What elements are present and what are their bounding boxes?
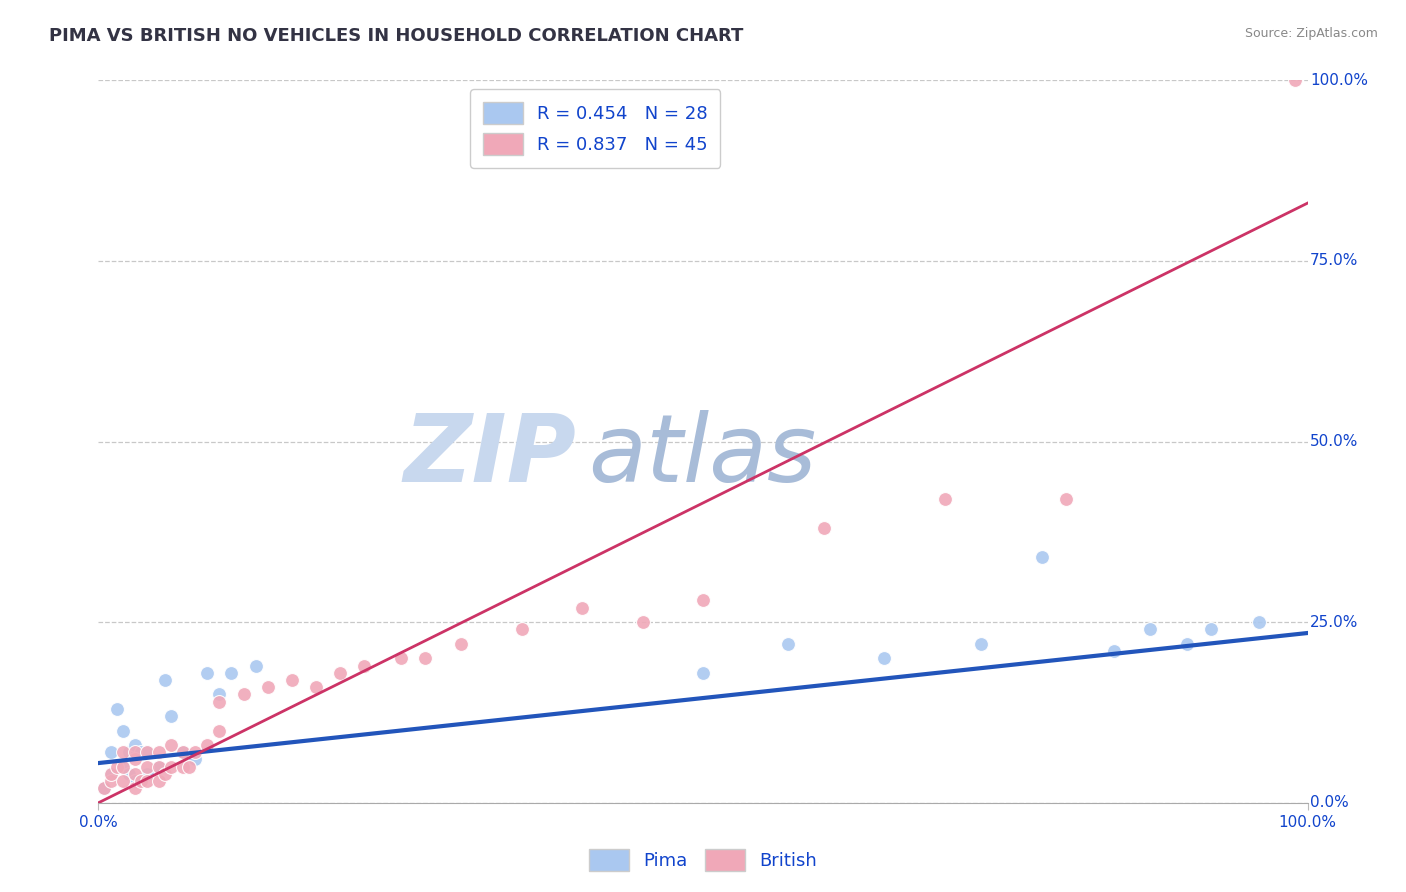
Point <box>1102 644 1125 658</box>
Point <box>111 723 134 738</box>
Point <box>172 745 194 759</box>
Point <box>148 760 170 774</box>
Point <box>153 673 176 687</box>
Point <box>124 738 146 752</box>
Point <box>1031 550 1053 565</box>
Text: 25.0%: 25.0% <box>1310 615 1358 630</box>
Point <box>208 687 231 701</box>
Point <box>111 760 134 774</box>
Point <box>208 695 231 709</box>
Point <box>105 760 128 774</box>
Point <box>1284 73 1306 87</box>
Legend: Pima, British: Pima, British <box>582 842 824 879</box>
Point <box>111 774 134 789</box>
Legend: R = 0.454   N = 28, R = 0.837   N = 45: R = 0.454 N = 28, R = 0.837 N = 45 <box>470 89 720 168</box>
Point <box>160 760 183 774</box>
Point <box>934 492 956 507</box>
Point <box>135 767 157 781</box>
Point <box>135 745 157 759</box>
Point <box>148 760 170 774</box>
Point <box>184 745 207 759</box>
Point <box>100 767 122 781</box>
Point <box>305 680 328 694</box>
Point <box>118 767 141 781</box>
Text: PIMA VS BRITISH NO VEHICLES IN HOUSEHOLD CORRELATION CHART: PIMA VS BRITISH NO VEHICLES IN HOUSEHOLD… <box>49 27 744 45</box>
Text: ZIP: ZIP <box>404 410 576 502</box>
Point <box>221 665 243 680</box>
Point <box>281 673 304 687</box>
Text: 100.0%: 100.0% <box>1310 73 1368 87</box>
Point <box>124 781 146 796</box>
Text: 75.0%: 75.0% <box>1310 253 1358 268</box>
Point <box>160 709 183 723</box>
Point <box>329 665 352 680</box>
Point <box>100 745 122 759</box>
Text: Source: ZipAtlas.com: Source: ZipAtlas.com <box>1244 27 1378 40</box>
Point <box>1249 615 1271 630</box>
Point <box>111 760 134 774</box>
Point <box>1175 637 1198 651</box>
Point <box>135 745 157 759</box>
Point <box>813 521 835 535</box>
Point <box>124 774 146 789</box>
Point <box>179 760 201 774</box>
Point <box>124 745 146 759</box>
Point <box>208 723 231 738</box>
Point <box>256 680 278 694</box>
Point <box>353 658 375 673</box>
Point <box>93 781 115 796</box>
Point <box>1199 623 1222 637</box>
Point <box>1139 623 1161 637</box>
Point <box>195 665 218 680</box>
Point <box>873 651 896 665</box>
Point <box>124 752 146 766</box>
Text: atlas: atlas <box>588 410 817 501</box>
Point <box>105 702 128 716</box>
Point <box>245 658 267 673</box>
Point <box>232 687 254 701</box>
Point <box>100 774 122 789</box>
Point <box>129 745 152 759</box>
Point <box>776 637 799 651</box>
Point <box>135 774 157 789</box>
Point <box>93 781 115 796</box>
Point <box>184 752 207 766</box>
Point <box>195 738 218 752</box>
Point <box>450 637 472 651</box>
Point <box>135 760 157 774</box>
Point <box>118 745 141 759</box>
Point <box>148 774 170 789</box>
Point <box>172 760 194 774</box>
Point <box>413 651 436 665</box>
Point <box>160 738 183 752</box>
Point <box>510 623 533 637</box>
Point <box>1054 492 1077 507</box>
Point <box>148 745 170 759</box>
Point <box>571 600 593 615</box>
Text: 50.0%: 50.0% <box>1310 434 1358 449</box>
Point <box>153 767 176 781</box>
Point <box>129 774 152 789</box>
Text: 0.0%: 0.0% <box>1310 796 1348 810</box>
Point <box>970 637 993 651</box>
Point <box>631 615 654 630</box>
Point <box>172 745 194 759</box>
Point <box>692 593 714 607</box>
Point <box>124 767 146 781</box>
Point <box>111 745 134 759</box>
Point <box>389 651 412 665</box>
Point <box>100 767 122 781</box>
Point <box>692 665 714 680</box>
